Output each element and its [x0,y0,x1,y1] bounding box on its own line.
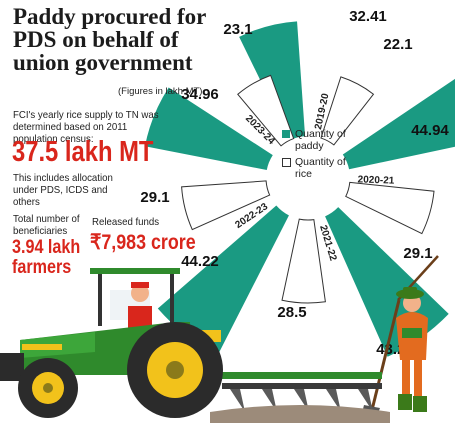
paddy-bar-2022-23 [157,205,289,356]
rice-bar-2019-20 [320,76,375,146]
funds-label: Released funds [92,216,160,228]
rice-value-label-2023-24: 23.1 [223,21,252,38]
rice-value-label-2020-21: 29.1 [403,245,432,262]
paddy-value-label-2020-21: 44.94 [411,122,449,139]
title-line-2: PDS on behalf of [13,27,179,52]
tractor-illustration [0,268,223,418]
rice-value-label-2021-22: 28.5 [277,304,306,321]
legend-swatch-rice [282,158,291,167]
title-line-3: union government [13,50,193,75]
rice-bar-2020-21 [345,181,435,235]
rice-bar-2023-24 [237,74,295,147]
beneficiaries-label: Total number of beneficiaries [13,213,80,237]
supply-value: 37.5 lakh MT [12,136,154,168]
rice-value-label-2022-23: 29.1 [140,189,169,206]
units-note: (Figures in lakh MT) [118,86,203,97]
paddy-bar-2020-21 [342,78,455,170]
legend-item-paddy: Quantity of paddy [282,128,355,152]
legend-label-paddy: Quantity of paddy [295,128,346,152]
legend-label-rice: Quantity of rice [295,156,346,180]
paddy-value-label-2022-23: 44.22 [181,253,219,270]
rice-bar-2021-22 [281,218,326,304]
paddy-value-label-2019-20: 32.41 [349,8,387,25]
chart-legend: Quantity of paddy Quantity of rice [282,128,355,184]
paddy-value-label-2023-24: 34.96 [181,86,219,103]
page-title: Paddy procured for PDS on behalf of unio… [13,5,213,74]
year-label-2020-21: 2020-21 [357,174,394,186]
rice-bar-2022-23 [181,180,271,231]
paddy-bar-2023-24 [144,87,273,170]
supply-note: This includes allocation under PDS, ICDS… [13,172,113,208]
rice-value-label-2019-20: 22.1 [383,36,412,53]
supply-description: FCI's yearly rice supply to TN was deter… [13,109,159,145]
legend-item-rice: Quantity of rice [282,156,355,180]
funds-value: ₹7,983 crore [90,231,196,254]
legend-swatch-paddy [282,130,290,138]
beneficiaries-value: 3.94 lakh farmers [12,237,81,278]
title-line-1: Paddy procured for [13,4,207,29]
farmer-illustration [362,255,439,416]
plough-illustration [210,372,390,423]
